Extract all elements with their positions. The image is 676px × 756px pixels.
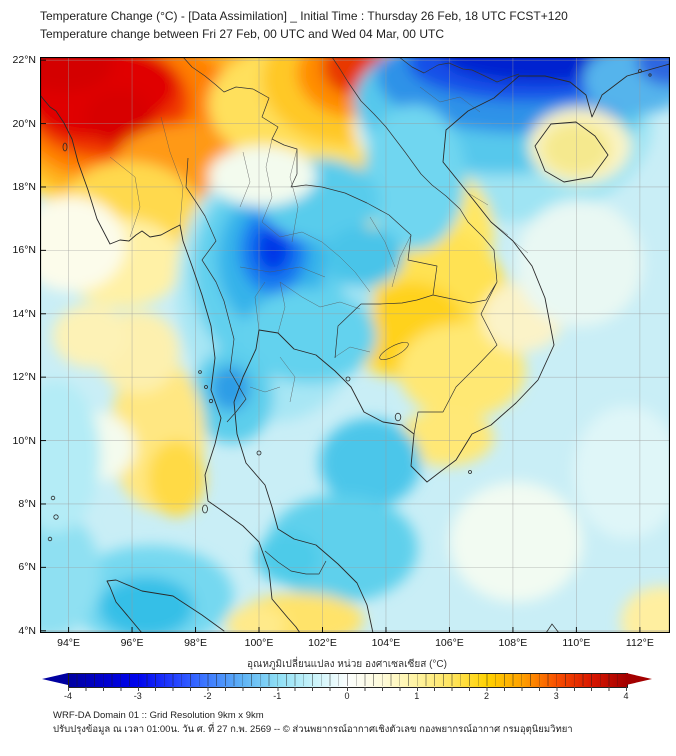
colorbar-tick-label: 3 <box>553 691 559 701</box>
lon-tick-label: 112°E <box>625 637 654 649</box>
hainan-island-coastline <box>534 121 609 183</box>
province-borders <box>109 86 529 403</box>
colorbar-tick-label: -2 <box>203 691 212 701</box>
lat-tick-label: 14°N <box>12 307 36 320</box>
footer-line2: ปรับปรุงข้อมูล ณ เวลา 01:00น. วัน ศ. ที่… <box>53 724 573 735</box>
colorbar-tick-label: -3 <box>133 691 142 701</box>
geography-layer <box>40 57 670 633</box>
anomaly-blob <box>147 440 206 517</box>
colorbar-right-arrow <box>626 673 652 685</box>
anomaly-blob <box>319 418 421 508</box>
figure-title: Temperature Change (°C) - [Data Assimila… <box>40 7 568 43</box>
lon-tick-label: 98°E <box>184 637 207 649</box>
anomaly-blob <box>52 304 129 368</box>
colorbar: -4 -3 -2 -1 0 1 2 3 4 <box>42 673 654 703</box>
colorbar-tick-label: -1 <box>273 691 282 701</box>
tonle-sap-lake <box>379 341 409 361</box>
anomaly-blob <box>636 57 670 86</box>
lat-tick-label: 8°N <box>18 497 36 510</box>
temperature-field <box>40 57 670 633</box>
anomaly-blob <box>84 88 155 146</box>
anomaly-blob <box>225 605 286 633</box>
lon-tick-label: 100°E <box>244 637 274 649</box>
anomaly-blob <box>40 196 126 292</box>
figure-footer: WRF-DA Domain 01 :: Grid Resolution 9km … <box>53 709 573 737</box>
colorbar-tick-label: 4 <box>623 691 629 701</box>
anomaly-blob <box>573 405 670 539</box>
lat-tick-label: 10°N <box>12 434 36 447</box>
title-line2: Temperature change between Fri 27 Feb, 0… <box>40 27 444 41</box>
lat-tick-label: 20°N <box>12 117 36 130</box>
country-borders <box>182 57 520 575</box>
footer-line1: WRF-DA Domain 01 :: Grid Resolution 9km … <box>53 710 264 721</box>
lat-tick-label: 4°N <box>18 624 36 637</box>
anomaly-blob <box>255 225 291 273</box>
temperature-change-map <box>40 57 670 633</box>
lat-tick-label: 22°N <box>12 54 36 67</box>
title-line1: Temperature Change (°C) - [Data Assimila… <box>40 9 568 23</box>
anomaly-blob <box>208 145 317 206</box>
anomaly-blob <box>620 586 670 633</box>
anomaly-blob <box>40 57 113 92</box>
sumatra-coastline <box>106 579 225 633</box>
graticule-gridlines <box>40 57 670 633</box>
colorbar-tick-label: 1 <box>414 691 420 701</box>
colorbar-tick-label: 2 <box>483 691 490 701</box>
lat-tick-label: 18°N <box>12 180 36 193</box>
anomaly-blob <box>363 104 466 251</box>
lon-tick-label: 104°E <box>371 637 401 649</box>
map-frame <box>40 57 670 633</box>
lat-tick-label: 6°N <box>18 561 36 574</box>
mainland-coastline <box>40 63 670 633</box>
lon-tick-label: 102°E <box>308 637 337 649</box>
lon-tick-label: 96°E <box>120 637 144 649</box>
anomaly-blob <box>516 199 644 327</box>
lon-tick-label: 108°E <box>498 637 528 649</box>
colorbar-left-arrow <box>42 673 68 685</box>
colorbar-tickmarks <box>68 686 627 691</box>
anomaly-blob <box>255 532 320 584</box>
anomaly-blob <box>449 481 583 603</box>
lon-tick-label: 110°E <box>562 637 591 649</box>
colorbar-tick-label: -4 <box>63 691 73 701</box>
small-islands <box>47 69 652 633</box>
anomaly-blob <box>98 576 194 633</box>
anomaly-blob <box>40 380 101 533</box>
colorbar-segment-lines <box>68 673 626 686</box>
map-area: 22°N 20°N 18°N 16°N 14°N 12°N 10°N 8°N 6°N 4°N 94… <box>12 54 670 649</box>
anomaly-blob <box>398 323 526 419</box>
colorbar-label: อุณหภูมิเปลี่ยนแปลง หน่วย องศาเซลเซียส (… <box>247 659 447 670</box>
anomaly-blob <box>243 288 377 384</box>
lon-tick-label: 106°E <box>435 637 464 649</box>
anomaly-blob <box>324 226 404 287</box>
lon-tick-label: 94°E <box>57 637 81 649</box>
anomaly-blob <box>40 510 101 633</box>
lat-tick-label: 16°N <box>12 244 36 257</box>
lat-tick-label: 12°N <box>12 371 36 384</box>
anomaly-blob <box>398 408 494 466</box>
colorbar-tick-label: 0 <box>344 691 350 701</box>
